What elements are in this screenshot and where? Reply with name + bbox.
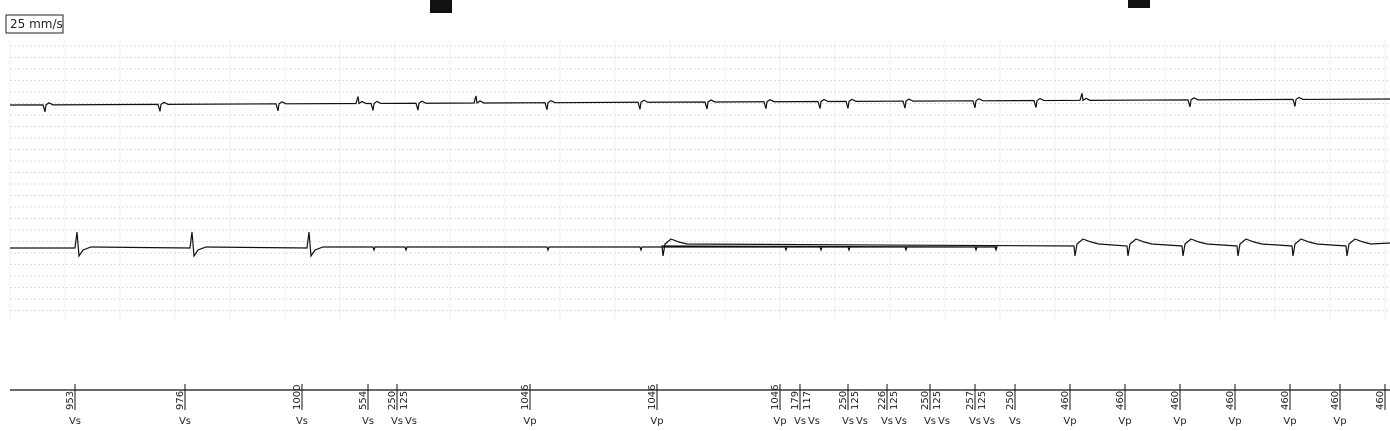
interval: 460 [1375, 391, 1386, 410]
marker-label: Vs [808, 416, 820, 427]
interval: 125 [850, 391, 861, 410]
interval: 1046 [520, 385, 531, 410]
marker-label: Vs [296, 416, 308, 427]
marker-label: Vp [1333, 416, 1346, 427]
marker-label: Vs [895, 416, 907, 427]
interval: 1046 [770, 385, 781, 410]
interval: 257 [965, 391, 976, 410]
marker-label: Vs [969, 416, 981, 427]
interval: 460 [1280, 391, 1291, 410]
marker-label: Vp [1118, 416, 1131, 427]
marker-label: Vs [924, 416, 936, 427]
interval: 226 [877, 391, 888, 410]
interval: 250 [838, 391, 849, 410]
marker-label: Vs [881, 416, 893, 427]
speed-label: 25 mm/s [10, 17, 63, 31]
interval: 117 [802, 391, 813, 410]
marker-label: Vs [391, 416, 403, 427]
interval: 179 [790, 391, 801, 410]
interval: 460 [1225, 391, 1236, 410]
interval: 554 [358, 391, 369, 410]
marker-label: Vp [1283, 416, 1296, 427]
marker-label: Vs [69, 416, 81, 427]
marker-label: Vp [1228, 416, 1241, 427]
marker-label: Vs [405, 416, 417, 427]
interval: 1046 [647, 385, 658, 410]
interval: 125 [977, 391, 988, 410]
marker-block [430, 0, 452, 13]
marker-label: Vs [938, 416, 950, 427]
interval: 1000 [292, 385, 303, 410]
interval: 460 [1115, 391, 1126, 410]
trace [9, 93, 1390, 113]
interval: 250 [1005, 391, 1016, 410]
grid [9, 40, 1390, 320]
marker-label: Vs [362, 416, 374, 427]
trace [10, 231, 1390, 258]
interval: 460 [1060, 391, 1071, 410]
interval: 125 [399, 391, 410, 410]
marker-label: Vp [523, 416, 536, 427]
marker-label: Vs [983, 416, 995, 427]
interval: 250 [920, 391, 931, 410]
interval: 460 [1330, 391, 1341, 410]
marker-label: Vs [179, 416, 191, 427]
speed-box [5, 14, 64, 34]
marker-label: Vp [1173, 416, 1186, 427]
interval: 125 [889, 391, 900, 410]
marker-label: Vp [773, 416, 786, 427]
marker-label: Vs [856, 416, 868, 427]
marker-label: Vp [650, 416, 663, 427]
marker-label: Vs [1009, 416, 1021, 427]
interval: 250 [387, 391, 398, 410]
marker-label: Vp [1063, 416, 1076, 427]
interval: 460 [1170, 391, 1181, 410]
interval: 125 [932, 391, 943, 410]
marker-label: Vs [794, 416, 806, 427]
marker-block [1128, 0, 1150, 8]
marker-label: Vs [842, 416, 854, 427]
interval: 953 [65, 391, 76, 410]
interval: 976 [175, 391, 186, 410]
